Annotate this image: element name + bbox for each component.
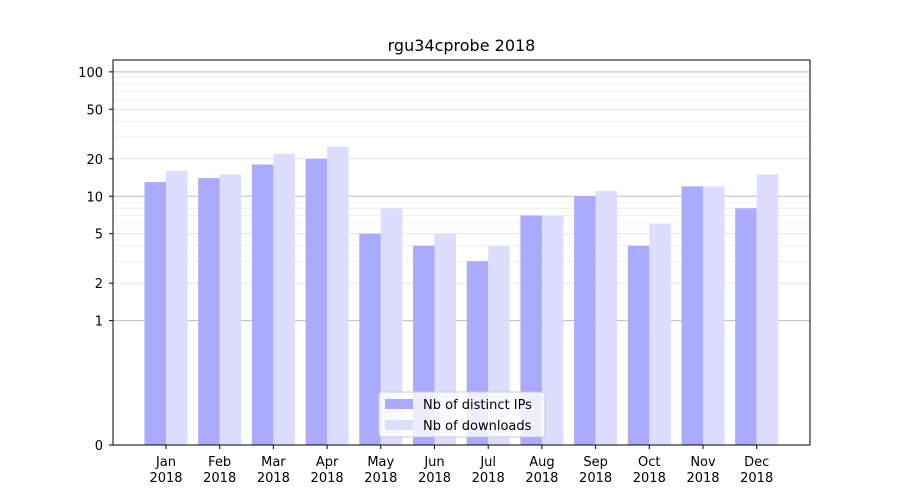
- bar-distinct-ips-sep: [574, 196, 596, 445]
- bar-downloads-jan: [166, 170, 188, 446]
- y-tick-label: 20: [86, 153, 103, 168]
- x-tick-label-year: 2018: [525, 471, 558, 486]
- bar-downloads-oct: [649, 223, 671, 445]
- x-tick-label-month: Sep: [583, 455, 608, 470]
- x-tick-label-month: Dec: [744, 455, 769, 470]
- bar-downloads-apr: [327, 146, 349, 445]
- bar-distinct-ips-may: [359, 233, 381, 445]
- bar-distinct-ips-apr: [305, 158, 328, 446]
- x-tick-label-year: 2018: [203, 471, 236, 486]
- bar-distinct-ips-feb: [198, 178, 220, 445]
- x-tick-label-year: 2018: [686, 471, 719, 486]
- bar-distinct-ips-nov: [681, 186, 703, 445]
- bar-downloads-sep: [595, 191, 618, 445]
- x-tick-label-month: May: [367, 455, 394, 470]
- y-tick-label: 0: [95, 439, 103, 454]
- y-tick-label: 1: [95, 315, 103, 330]
- x-tick-label-month: Feb: [208, 455, 231, 470]
- x-tick-label-month: Apr: [316, 455, 339, 470]
- x-tick-label-month: Jan: [155, 455, 176, 470]
- x-tick-label-year: 2018: [740, 471, 773, 486]
- x-tick-label-month: Nov: [690, 455, 716, 470]
- legend-label: Nb of downloads: [423, 419, 532, 434]
- x-tick-label-year: 2018: [311, 471, 344, 486]
- x-tick-label-year: 2018: [364, 471, 397, 486]
- legend-label: Nb of distinct IPs: [423, 398, 532, 413]
- bar-downloads-feb: [219, 174, 242, 445]
- x-tick-label-year: 2018: [472, 471, 505, 486]
- bar-downloads-may: [380, 208, 403, 445]
- legend-swatch: [385, 420, 413, 430]
- x-tick-label-month: Oct: [638, 455, 660, 470]
- plot-frame: [112, 59, 811, 446]
- x-tick-label-month: Mar: [261, 455, 286, 470]
- bar-downloads-nov: [703, 186, 725, 445]
- legend-swatch: [385, 399, 413, 409]
- bar-downloads-aug: [541, 215, 564, 445]
- x-tick-label-month: Jul: [479, 455, 496, 470]
- legend-box: [378, 391, 546, 438]
- bar-downloads-dec: [756, 174, 779, 445]
- y-tick-label: 2: [95, 277, 103, 292]
- y-tick-label: 50: [86, 103, 103, 118]
- bar-distinct-ips-mar: [251, 164, 274, 445]
- x-tick-label-year: 2018: [257, 471, 290, 486]
- x-tick-label-year: 2018: [633, 471, 666, 486]
- y-tick-label: 10: [86, 190, 103, 205]
- x-tick-label-year: 2018: [149, 471, 182, 486]
- x-tick-label-year: 2018: [579, 471, 612, 486]
- axes: 0125102050100Jan2018Feb2018Mar2018Apr201…: [78, 59, 811, 486]
- x-tick-label-year: 2018: [418, 471, 451, 486]
- legend: Nb of distinct IPs Nb of downloads: [378, 391, 546, 438]
- bar-distinct-ips-aug: [520, 215, 542, 445]
- x-tick-label-month: Aug: [529, 455, 554, 470]
- y-tick-label: 100: [78, 66, 103, 81]
- chart-title: rgu34cprobe 2018: [388, 36, 536, 55]
- y-tick-label: 5: [95, 228, 103, 243]
- bar-distinct-ips-oct: [627, 245, 650, 445]
- bar-distinct-ips-jan: [144, 182, 166, 446]
- bar-distinct-ips-dec: [735, 208, 757, 445]
- x-tick-label-month: Jun: [423, 455, 444, 470]
- bar-downloads-mar: [273, 153, 295, 445]
